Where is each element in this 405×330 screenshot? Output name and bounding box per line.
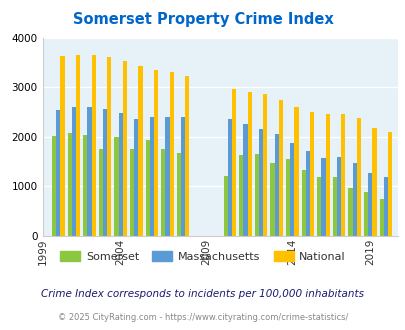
Bar [145,140,149,236]
Text: © 2025 CityRating.com - https://www.cityrating.com/crime-statistics/: © 2025 CityRating.com - https://www.city… [58,313,347,322]
Bar [103,109,107,236]
Bar [138,66,142,236]
Bar [130,149,134,236]
Bar [379,199,383,236]
Bar [52,136,56,236]
Bar [67,134,72,236]
Bar [247,92,251,236]
Bar [367,173,371,236]
Bar [371,128,376,236]
Bar [181,117,185,236]
Text: Crime Index corresponds to incidents per 100,000 inhabitants: Crime Index corresponds to incidents per… [41,289,364,299]
Bar [270,163,274,236]
Bar [76,55,80,236]
Bar [387,131,391,236]
Bar [332,177,336,236]
Bar [243,123,247,236]
Bar [316,177,321,236]
Bar [383,177,387,236]
Legend: Somerset, Massachusetts, National: Somerset, Massachusetts, National [55,247,350,267]
Bar [118,113,122,236]
Bar [274,134,278,236]
Bar [340,114,345,236]
Bar [122,61,127,236]
Bar [231,89,236,236]
Bar [363,192,367,236]
Bar [134,118,138,236]
Bar [356,117,360,236]
Bar [239,155,243,236]
Bar [107,57,111,236]
Bar [336,157,340,236]
Bar [321,158,325,236]
Bar [72,107,76,236]
Bar [185,76,189,236]
Bar [278,100,282,236]
Bar [153,70,158,236]
Bar [114,137,118,236]
Bar [87,107,91,236]
Bar [91,55,96,236]
Bar [83,135,87,236]
Bar [169,72,173,236]
Bar [347,188,352,236]
Bar [165,117,169,236]
Bar [227,119,231,236]
Text: Somerset Property Crime Index: Somerset Property Crime Index [72,12,333,26]
Bar [161,149,165,236]
Bar [294,107,298,236]
Bar [254,154,258,236]
Bar [290,143,294,236]
Bar [176,153,181,236]
Bar [60,56,64,236]
Bar [149,117,153,236]
Bar [301,170,305,236]
Bar [258,129,262,236]
Bar [309,112,313,236]
Bar [223,176,227,236]
Bar [98,149,103,236]
Bar [262,94,267,236]
Bar [56,110,60,236]
Bar [285,159,290,236]
Bar [352,163,356,236]
Bar [325,114,329,236]
Bar [305,151,309,236]
